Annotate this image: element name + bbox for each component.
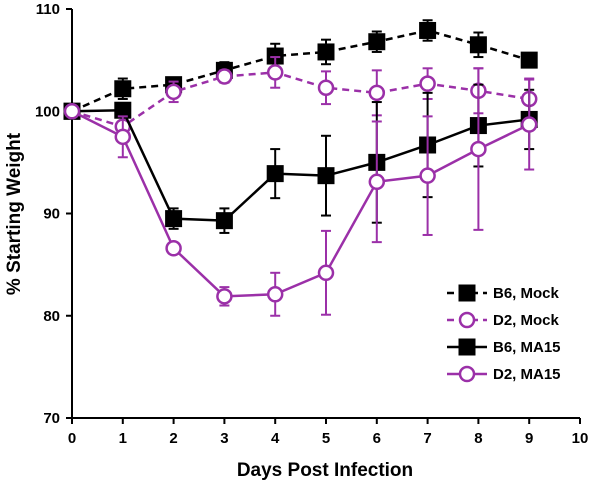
data-point [368,33,386,51]
y-axis-title: % Starting Weight [4,132,25,295]
data-point [470,140,487,158]
data-point [317,167,335,185]
legend-item: D2, Mock [447,311,560,329]
series [63,56,538,138]
legend-item: B6, MA15 [447,338,561,356]
x-tick-label: 7 [423,430,431,447]
legend-label: B6, Mock [493,285,560,302]
x-tick-label: 5 [322,430,330,447]
data-point [216,68,233,85]
y-tick-label: 100 [35,103,60,120]
data-point [63,103,81,120]
data-point [419,21,437,39]
x-axis-title: Days Post Infection [237,460,413,481]
legend-marker [458,365,476,383]
data-point [317,264,335,282]
series-line [71,71,530,128]
x-tick-label: 1 [119,430,127,447]
y-tick-label: 70 [43,410,60,427]
data-point [368,173,386,191]
y-tick-label: 80 [43,308,60,325]
legend-label: B6, MA15 [493,339,561,356]
data-point [216,288,233,305]
legend-label: D2, Mock [493,312,560,329]
data-point [317,79,335,96]
data-point [419,75,436,92]
series [63,83,538,234]
series [63,67,538,317]
legend: B6, Mock D2, Mock B6, MA15 D2, MA15 [447,284,561,383]
data-point [266,64,284,81]
data-point [317,43,335,61]
legend-item: B6, Mock [447,284,560,302]
legend-marker [458,338,476,356]
data-point [266,286,284,303]
data-point [165,240,182,257]
x-tick-label: 0 [68,430,76,447]
data-point [469,36,487,54]
x-tick-label: 2 [169,430,177,447]
x-tick-label: 6 [373,430,381,447]
legend-item: D2, MA15 [447,365,561,383]
x-tick-label: 10 [572,430,589,447]
x-tick-label: 4 [271,430,280,447]
legend-marker [458,284,476,302]
data-point [114,128,132,146]
data-point [368,84,386,102]
series-line [71,29,530,113]
data-point [165,83,182,101]
legend-label: D2, MA15 [493,366,561,383]
series-line [71,108,530,222]
x-tick-label: 8 [474,430,482,447]
y-tick-label: 110 [36,1,60,18]
data-point [266,165,284,183]
y-tick-label: 90 [43,206,60,223]
data-point [215,212,233,230]
x-tick-label: 9 [525,430,533,447]
series-layer [63,19,538,317]
series-line [71,110,530,298]
legend-marker [458,311,476,329]
x-tick-label: 3 [220,430,228,447]
data-point [165,210,183,228]
axes: 70 80 90 100 110 0 1 2 3 4 5 6 7 8 9 10 [35,1,588,447]
data-point [419,167,436,184]
data-point [114,80,132,98]
data-point [520,116,538,133]
series [63,19,538,120]
data-point [520,51,538,69]
